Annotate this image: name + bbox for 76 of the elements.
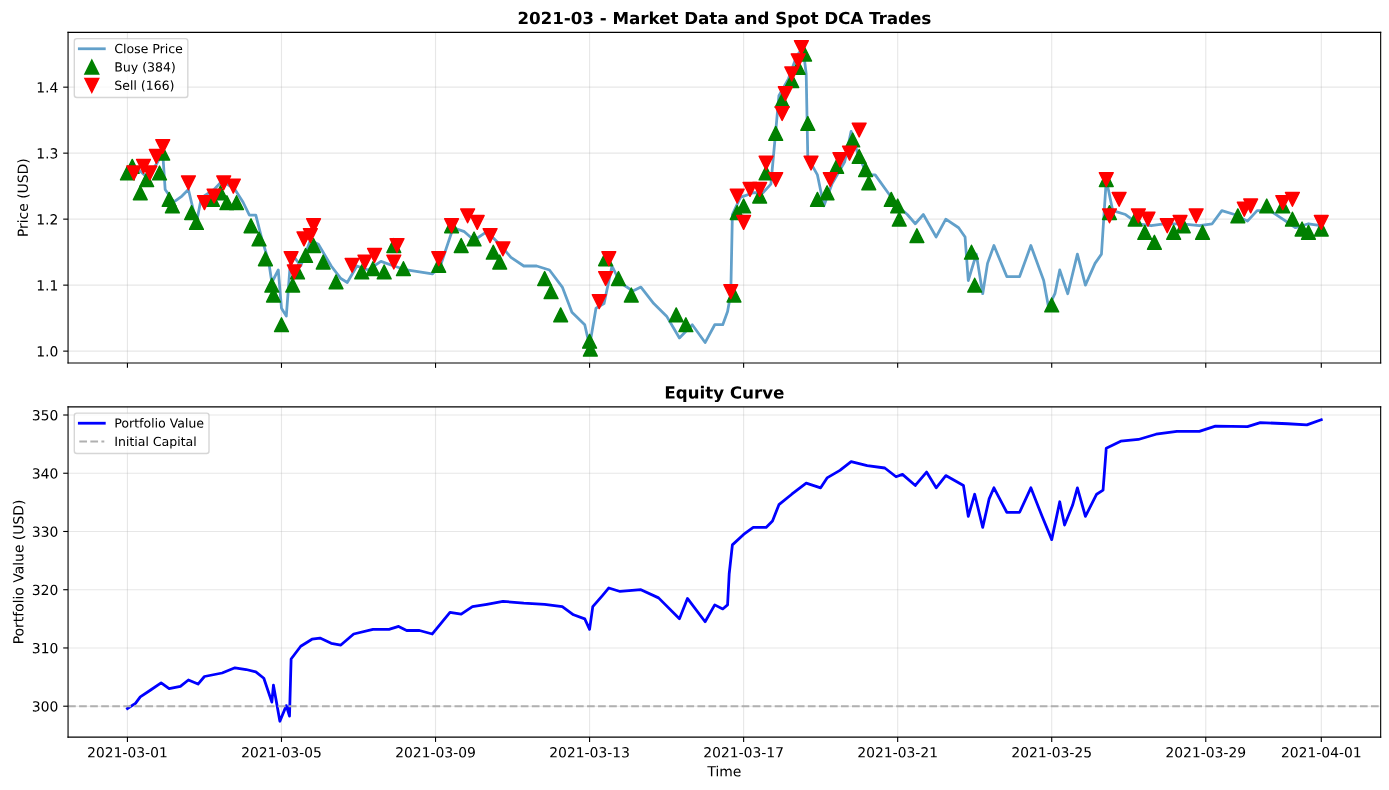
y-tick-label: 1.2 [37,214,57,225]
point [851,122,867,138]
chart-title: 2021-03 - Market Data and Spot DCA Trades [518,11,931,28]
y-tick-label: 1.0 [37,346,58,357]
x-tick-label: 2021-03-29 [1166,747,1246,758]
y-tick-label: 310 [32,642,58,654]
legend-label: Sell (166) [115,80,174,92]
x-tick-label: 2021-03-01 [88,747,167,758]
point [495,241,511,257]
point [1243,198,1259,214]
point [357,254,373,270]
y-tick-label: 1.1 [37,280,58,291]
point [482,228,498,244]
point [148,148,164,165]
point [1130,208,1147,224]
y-tick-label: 1.4 [37,82,58,93]
x-tick-label: 2021-03-05 [242,747,321,758]
legend-label: Initial Capital [115,436,196,449]
point [735,214,752,231]
point [155,138,171,155]
point [459,208,476,224]
point [784,66,800,82]
point [793,39,810,56]
x-tick-label: 2021-04-01 [1281,747,1361,758]
point [832,152,848,168]
point [777,86,793,102]
point [1140,211,1156,227]
y-axis-title: Price (USD) [17,159,30,236]
point [752,181,768,198]
point [1172,214,1188,231]
point [822,171,838,188]
point [758,155,774,171]
point [1188,208,1204,224]
y-tick-label: 350 [32,409,58,421]
point [768,171,784,188]
point [216,175,232,191]
point [591,293,607,310]
y-tick-label: 1.3 [37,148,58,159]
point [601,251,617,267]
y-tick-label: 330 [32,526,58,537]
point [790,53,806,69]
point [1313,214,1329,231]
x-tick-label: 2021-03-17 [704,747,783,758]
point [1101,208,1118,224]
x-tick-label: 2021-03-21 [858,747,937,758]
point [283,251,299,267]
legend-label: Buy (384) [115,62,175,75]
y-tick-label: 340 [32,468,58,479]
x-axis-title: Time [707,765,741,777]
legend-label: Portfolio Value [115,418,204,428]
point [366,247,383,264]
point [180,175,197,191]
y-tick-label: 300 [32,701,58,712]
x-tick-label: 2021-03-25 [1012,747,1091,758]
point [729,188,745,204]
point [431,251,447,267]
x-tick-label: 2021-03-09 [396,747,475,758]
point [196,195,213,211]
y-tick-label: 320 [32,584,58,596]
point [774,105,790,122]
point [597,270,614,287]
x-tick-label: 2021-03-13 [550,747,629,758]
point [1111,191,1127,207]
point [344,257,360,273]
legend-label: Close Price [115,43,183,54]
point [126,165,142,181]
point [841,145,858,161]
point [286,264,302,280]
point [469,214,485,231]
point [1159,218,1175,234]
point [386,254,402,270]
point [225,178,241,194]
y-axis-title: Portfolio Value (USD) [12,500,26,643]
point [1284,191,1301,207]
chart-title: Equity Curve [665,385,784,403]
point [803,155,819,171]
